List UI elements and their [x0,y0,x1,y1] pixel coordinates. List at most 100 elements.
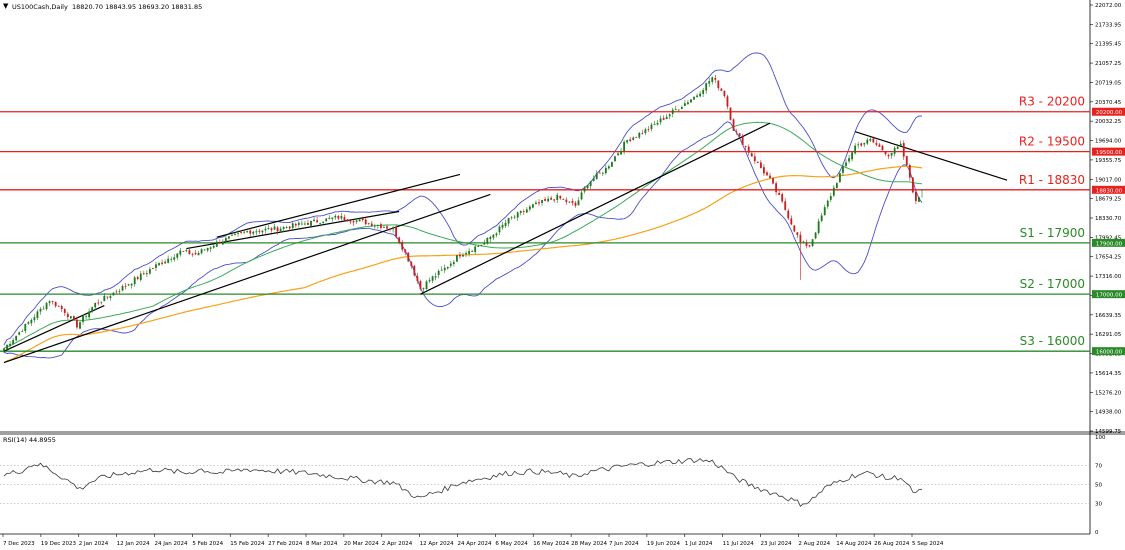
candle-body [200,249,203,254]
date-tick-label: 15 Feb 2024 [230,541,265,547]
candle-body [793,225,796,232]
candle-body [209,247,212,249]
candle-body [726,96,729,107]
candle-body [106,296,109,298]
candle-body [264,228,267,231]
candle-body [431,276,434,281]
rsi-tick-label: 50 [1095,483,1102,489]
candle-body [507,217,510,224]
candle-body [866,139,869,144]
candle-body [586,185,589,189]
candle-body [255,231,258,233]
candle-body [97,302,100,304]
candle-body [304,223,306,225]
candle-body [732,119,735,131]
candle-body [367,222,370,224]
candle-body [115,291,118,293]
candle-body [197,252,200,256]
date-tick-label: 5 Sep 2024 [912,541,944,547]
candle-body [763,167,765,174]
candle-body [237,233,239,234]
price-tick-label: 17992.45 [1095,235,1122,241]
price-tick-label: 18679.25 [1095,197,1122,203]
candle-body [386,226,388,229]
candle-body [398,237,401,243]
candle-body [683,103,686,106]
candle-body [817,221,820,233]
level-price-tag [1092,347,1125,356]
candle-body [440,269,443,271]
level-price-tag [1092,147,1125,156]
candle-body [352,221,355,223]
level-price-tag-text: 16000.00 [1096,350,1123,356]
price-tick-label: 16639.35 [1095,313,1122,319]
candle-body [459,254,461,257]
candle-body [155,264,157,268]
candle-body [389,228,391,230]
rsi-tick-label: 70 [1095,464,1102,470]
candle-body [772,178,774,184]
candle-body [194,252,197,255]
candle-body [158,263,160,266]
candle-body [133,277,136,285]
candle-body [443,267,446,271]
date-tick-label: 5 Feb 2024 [192,541,223,547]
candle-body [747,146,750,153]
candle-body [504,222,507,227]
candle-body [319,223,322,224]
candle-body [57,305,60,307]
date-tick-label: 16 May 2024 [533,541,569,547]
candle-body [364,219,367,225]
candle-body [513,216,516,218]
candle-body [744,145,747,147]
candle-body [182,251,185,252]
price-tick-label: 17654.25 [1095,255,1122,261]
candle-body [896,146,899,149]
candle-body [492,234,495,238]
candle-body [416,276,419,281]
candle-body [145,272,148,275]
candle-body [702,90,705,94]
level-price-tag-text: 18830.00 [1096,188,1123,194]
candle-body [270,228,273,231]
date-tick-label: 27 Feb 2024 [268,541,303,547]
candle-body [829,196,832,200]
candle-body [607,166,610,169]
candle-body [221,241,224,245]
trendline [420,122,771,295]
candle-body [474,246,477,253]
candle-body [291,223,294,228]
candle-body [297,222,300,225]
rsi-axis: 100 70 50 30 0 [1095,435,1106,536]
candle-body [446,266,449,269]
candle-body [261,230,264,233]
candle-body [568,201,571,203]
candle-body [653,124,656,125]
candle-body [869,138,872,141]
candle-body [313,219,315,222]
date-tick-label: 19 Jun 2024 [647,541,681,547]
level-label: R3 - 20200 [1019,95,1085,109]
candle-body [127,284,130,286]
candle-body [73,316,75,320]
price-tick-label: 15276.20 [1095,390,1122,396]
candle-body [839,173,841,183]
candle-body [826,200,829,207]
date-tick-label: 26 Aug 2024 [874,541,910,547]
candle-body [811,239,814,246]
candle-body [808,245,811,247]
level-labels: R3 - 20200 20200.00 R2 - 19500 19500.00 R1 -… [1019,95,1125,356]
candle-body [240,232,243,233]
candle-body [206,248,209,251]
candle-body [355,220,358,222]
date-tick-label: 28 May 2024 [571,541,607,547]
price-tick-label: 19694.00 [1095,139,1122,145]
candle-body [601,172,604,174]
dropdown-triangle-icon[interactable]: ▼ [3,2,9,10]
candle-body [656,122,659,125]
candle-body [370,223,373,226]
candle-body [878,144,881,147]
candle-body [69,316,72,319]
candle-body [705,83,708,91]
